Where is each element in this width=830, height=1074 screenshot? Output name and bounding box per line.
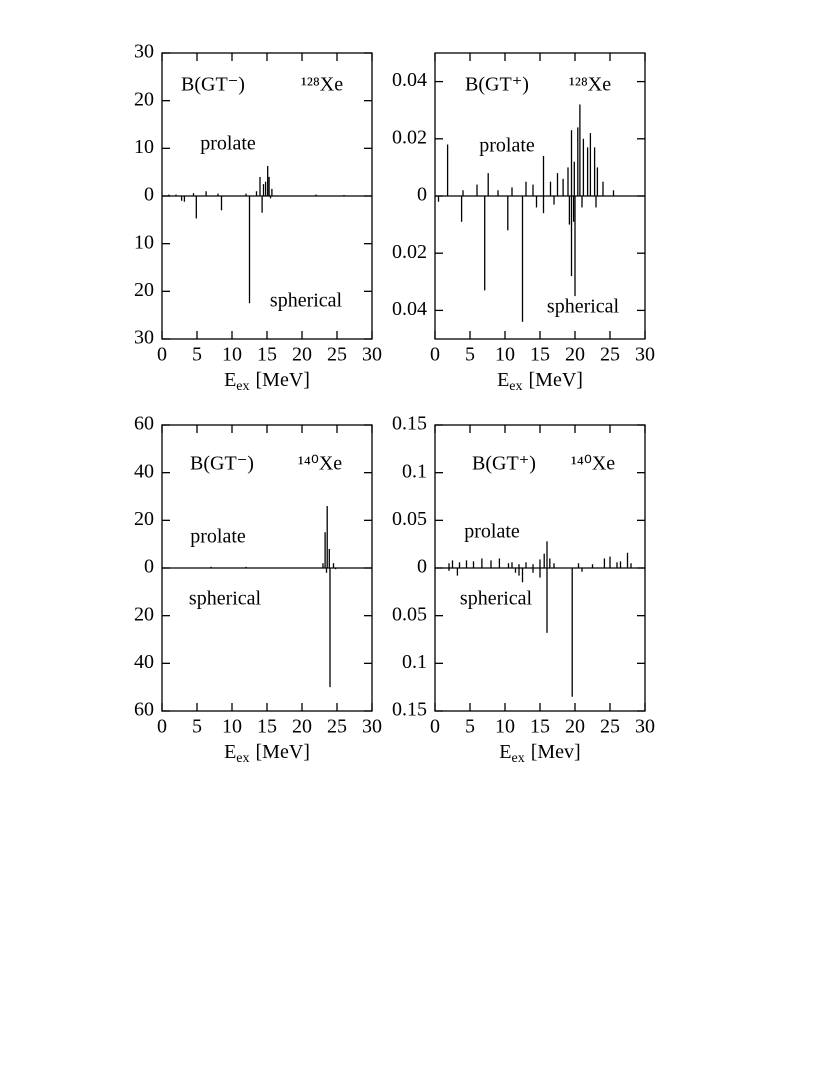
x-tick-label: 15 [257, 344, 277, 366]
y-tick-label: 0.04 [392, 69, 427, 91]
x-tick-label: 30 [635, 716, 655, 738]
series-label: spherical [547, 296, 620, 318]
y-tick-label: 0.15 [392, 699, 427, 721]
x-tick-label: 0 [430, 716, 440, 738]
x-axis-label-main: E [224, 369, 236, 391]
x-axis-label-unit: [MeV] [529, 369, 583, 391]
y-tick-label: 0 [144, 184, 154, 206]
x-tick-label: 0 [430, 344, 440, 366]
y-tick-label: 20 [134, 508, 154, 530]
y-tick-label: 20 [134, 279, 154, 301]
x-axis-label-main: E [497, 369, 509, 391]
x-axis-label-sub: ex [512, 751, 525, 766]
x-axis-label: Eex [Mev] [499, 741, 580, 767]
panel-label: B(GT⁻) [190, 453, 254, 475]
series-label: prolate [200, 133, 256, 155]
x-tick-label: 10 [222, 716, 242, 738]
y-tick-label: 0 [417, 184, 427, 206]
x-axis-label-main: E [224, 741, 236, 763]
x-tick-label: 30 [362, 716, 382, 738]
y-tick-label: 10 [134, 136, 154, 158]
x-axis-label-main: E [499, 741, 511, 763]
x-tick-label: 25 [327, 716, 347, 738]
series-label: prolate [479, 135, 535, 157]
x-tick-label: 0 [157, 344, 167, 366]
y-tick-label: 0 [417, 556, 427, 578]
x-tick-label: 10 [222, 344, 242, 366]
x-axis-label: Eex [MeV] [497, 369, 583, 395]
y-tick-label: 40 [134, 651, 154, 673]
x-axis-label-unit: [Mev] [531, 741, 581, 763]
panel-label: B(GT⁺) [465, 74, 529, 96]
x-tick-label: 5 [465, 344, 475, 366]
x-axis-label: Eex [MeV] [224, 369, 310, 395]
x-axis-label-unit: [MeV] [256, 369, 310, 391]
x-tick-label: 15 [530, 344, 550, 366]
y-tick-label: 0 [144, 556, 154, 578]
panel-label: B(GT⁻) [181, 74, 245, 96]
x-axis-label-unit: [MeV] [256, 741, 310, 763]
y-tick-label: 0.05 [392, 603, 427, 625]
x-axis-label-sub: ex [509, 379, 522, 394]
y-tick-label: 60 [134, 413, 154, 435]
nucleus-label: ¹²⁸Xe [301, 74, 343, 96]
x-tick-label: 30 [635, 344, 655, 366]
panel-label: B(GT⁺) [472, 453, 536, 475]
y-tick-label: 30 [134, 327, 154, 349]
series-label: spherical [270, 290, 343, 312]
panel: 0.04 0.02 0 0.02 0.04 0 5 10 15 20 25 30 prolate sphe… [392, 52, 655, 395]
x-axis-label-sub: ex [236, 751, 249, 766]
series-label: spherical [189, 588, 262, 610]
nucleus-label: ¹²⁸Xe [569, 74, 611, 96]
y-tick-label: 0.1 [402, 651, 427, 673]
x-axis-label-sub: ex [236, 379, 249, 394]
y-tick-label: 20 [134, 603, 154, 625]
x-tick-label: 0 [157, 716, 167, 738]
y-tick-label: 0.02 [392, 241, 427, 263]
nucleus-label: ¹⁴⁰Xe [298, 453, 342, 475]
x-tick-label: 15 [257, 716, 277, 738]
y-tick-label: 30 [134, 41, 154, 63]
x-tick-label: 10 [495, 344, 515, 366]
x-tick-label: 25 [327, 344, 347, 366]
x-tick-label: 20 [565, 344, 585, 366]
x-tick-label: 5 [192, 716, 202, 738]
x-tick-label: 15 [530, 716, 550, 738]
x-axis-label: Eex [MeV] [224, 741, 310, 767]
y-tick-label: 0.04 [392, 298, 427, 320]
x-tick-label: 10 [495, 716, 515, 738]
y-tick-label: 0.1 [402, 460, 427, 482]
y-tick-label: 60 [134, 699, 154, 721]
y-tick-label: 0.05 [392, 508, 427, 530]
y-tick-label: 10 [134, 231, 154, 253]
x-tick-label: 30 [362, 344, 382, 366]
x-tick-label: 5 [465, 716, 475, 738]
x-tick-label: 25 [600, 344, 620, 366]
x-tick-label: 20 [565, 716, 585, 738]
series-label: prolate [190, 526, 246, 548]
x-tick-label: 20 [292, 716, 312, 738]
x-tick-label: 20 [292, 344, 312, 366]
x-tick-label: 25 [600, 716, 620, 738]
y-tick-label: 0.15 [392, 413, 427, 435]
series-label: prolate [464, 521, 520, 543]
y-tick-label: 40 [134, 460, 154, 482]
y-tick-label: 20 [134, 88, 154, 110]
y-tick-label: 0.02 [392, 126, 427, 148]
x-tick-label: 5 [192, 344, 202, 366]
nucleus-label: ¹⁴⁰Xe [571, 453, 615, 475]
series-label: spherical [460, 588, 533, 610]
